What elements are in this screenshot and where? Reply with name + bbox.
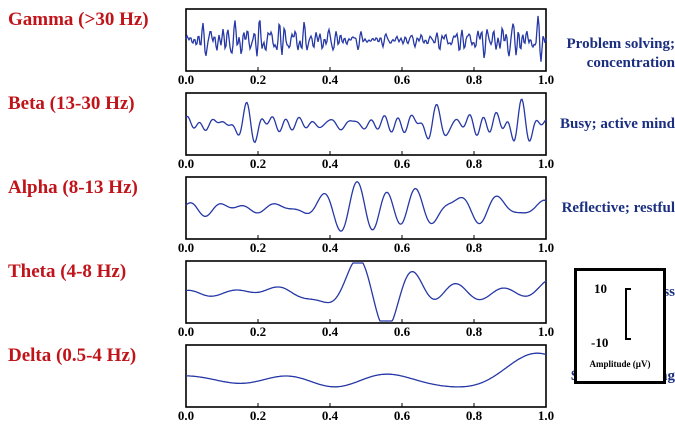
- amplitude-scale-legend: 10 -10 Amplitude (µV): [574, 268, 666, 384]
- x-tick-label: 0.2: [250, 72, 266, 87]
- amplitude-unit-label: Amplitude (µV): [589, 359, 651, 369]
- band-description-line: Busy; active mind: [559, 116, 675, 132]
- band-name-delta: Delta (0.5-4 Hz): [8, 345, 137, 366]
- x-tick-label: 0.0: [178, 156, 194, 171]
- x-tick-label: 0.6: [394, 72, 411, 87]
- waveform-plot-delta: 0.0 0.2 0.4 0.6 0.8 1.0: [178, 344, 554, 423]
- band-description-alpha: Reflective; restful: [510, 199, 675, 218]
- x-tick-label: 0.2: [250, 156, 266, 171]
- x-tick-label: 0.2: [250, 408, 266, 423]
- scale-bar: [625, 288, 627, 340]
- waveform-line: [185, 15, 547, 62]
- x-tick-label: 1.0: [538, 240, 554, 255]
- plot-frame: [185, 344, 547, 408]
- scale-bottom-label: -10: [591, 335, 609, 350]
- scale-bar-top-tick: [625, 288, 631, 290]
- waveform-line: [185, 98, 547, 144]
- x-tick-label: 1.0: [538, 408, 554, 423]
- band-alpha: Alpha (8-13 Hz) Reflective; restful 0.0 0.2…: [0, 172, 675, 256]
- band-beta: Beta (13-30 Hz) Busy; active mind 0.0 0.2 0.…: [0, 88, 675, 172]
- waveform-line: [185, 352, 547, 388]
- band-description-beta: Busy; active mind: [510, 115, 675, 134]
- x-tick-label: 0.0: [178, 324, 194, 339]
- x-tick-label: 0.0: [178, 408, 194, 423]
- waveform-plot-theta: 0.0 0.2 0.4 0.6 0.8 1.0: [178, 260, 554, 339]
- x-tick-label: 0.2: [250, 240, 266, 255]
- band-description-line: concentration: [586, 55, 675, 71]
- scale-bar-bottom-tick: [625, 338, 631, 340]
- band-theta: Theta (4-8 Hz)Drowsiness0.00.20.40.60.81…: [0, 256, 675, 340]
- band-gamma: Gamma (>30 Hz) Problem solving; concentrat…: [0, 4, 675, 88]
- x-tick-label: 0.8: [466, 72, 483, 87]
- x-tick-label: 0.2: [250, 324, 266, 339]
- x-tick-label: 0.6: [394, 156, 411, 171]
- x-tick-label: 1.0: [538, 156, 554, 171]
- x-tick-label: 0.8: [466, 156, 483, 171]
- x-tick-label: 0.8: [466, 324, 483, 339]
- band-description-line: Problem solving;: [566, 36, 675, 52]
- band-description-line: Reflective; restful: [561, 200, 675, 216]
- band-description-gamma: Problem solving; concentration: [510, 35, 675, 73]
- scale-top-label: 10: [594, 281, 607, 296]
- x-tick-label: 0.0: [178, 240, 194, 255]
- x-tick-label: 0.6: [394, 240, 411, 255]
- waveform-plot-alpha: 0.0 0.2 0.4 0.6 0.8 1.0: [178, 176, 554, 255]
- x-tick-label: 0.0: [178, 72, 194, 87]
- x-tick-label: 0.4: [322, 324, 339, 339]
- x-tick-label: 0.4: [322, 156, 339, 171]
- waveform-plot-beta: 0.0 0.2 0.4 0.6 0.8 1.0: [178, 92, 554, 171]
- x-tick-label: 1.0: [538, 324, 554, 339]
- band-name-alpha: Alpha (8-13 Hz): [8, 177, 138, 198]
- x-tick-label: 0.8: [466, 240, 483, 255]
- band-name-gamma: Gamma (>30 Hz): [8, 9, 149, 30]
- x-tick-label: 0.4: [322, 240, 339, 255]
- waveform-line: [185, 262, 547, 322]
- band-name-beta: Beta (13-30 Hz): [8, 93, 135, 114]
- waveform-line: [185, 180, 547, 232]
- x-tick-label: 0.8: [466, 408, 483, 423]
- plot-frame: [185, 176, 547, 240]
- x-tick-label: 0.4: [322, 408, 339, 423]
- x-tick-label: 0.6: [394, 408, 411, 423]
- x-tick-label: 0.4: [322, 72, 339, 87]
- x-tick-label: 1.0: [538, 72, 554, 87]
- band-name-theta: Theta (4-8 Hz): [8, 261, 127, 282]
- x-tick-label: 0.6: [394, 324, 411, 339]
- waveform-plot-gamma: 0.0 0.2 0.4 0.6 0.8 1.0: [178, 8, 554, 87]
